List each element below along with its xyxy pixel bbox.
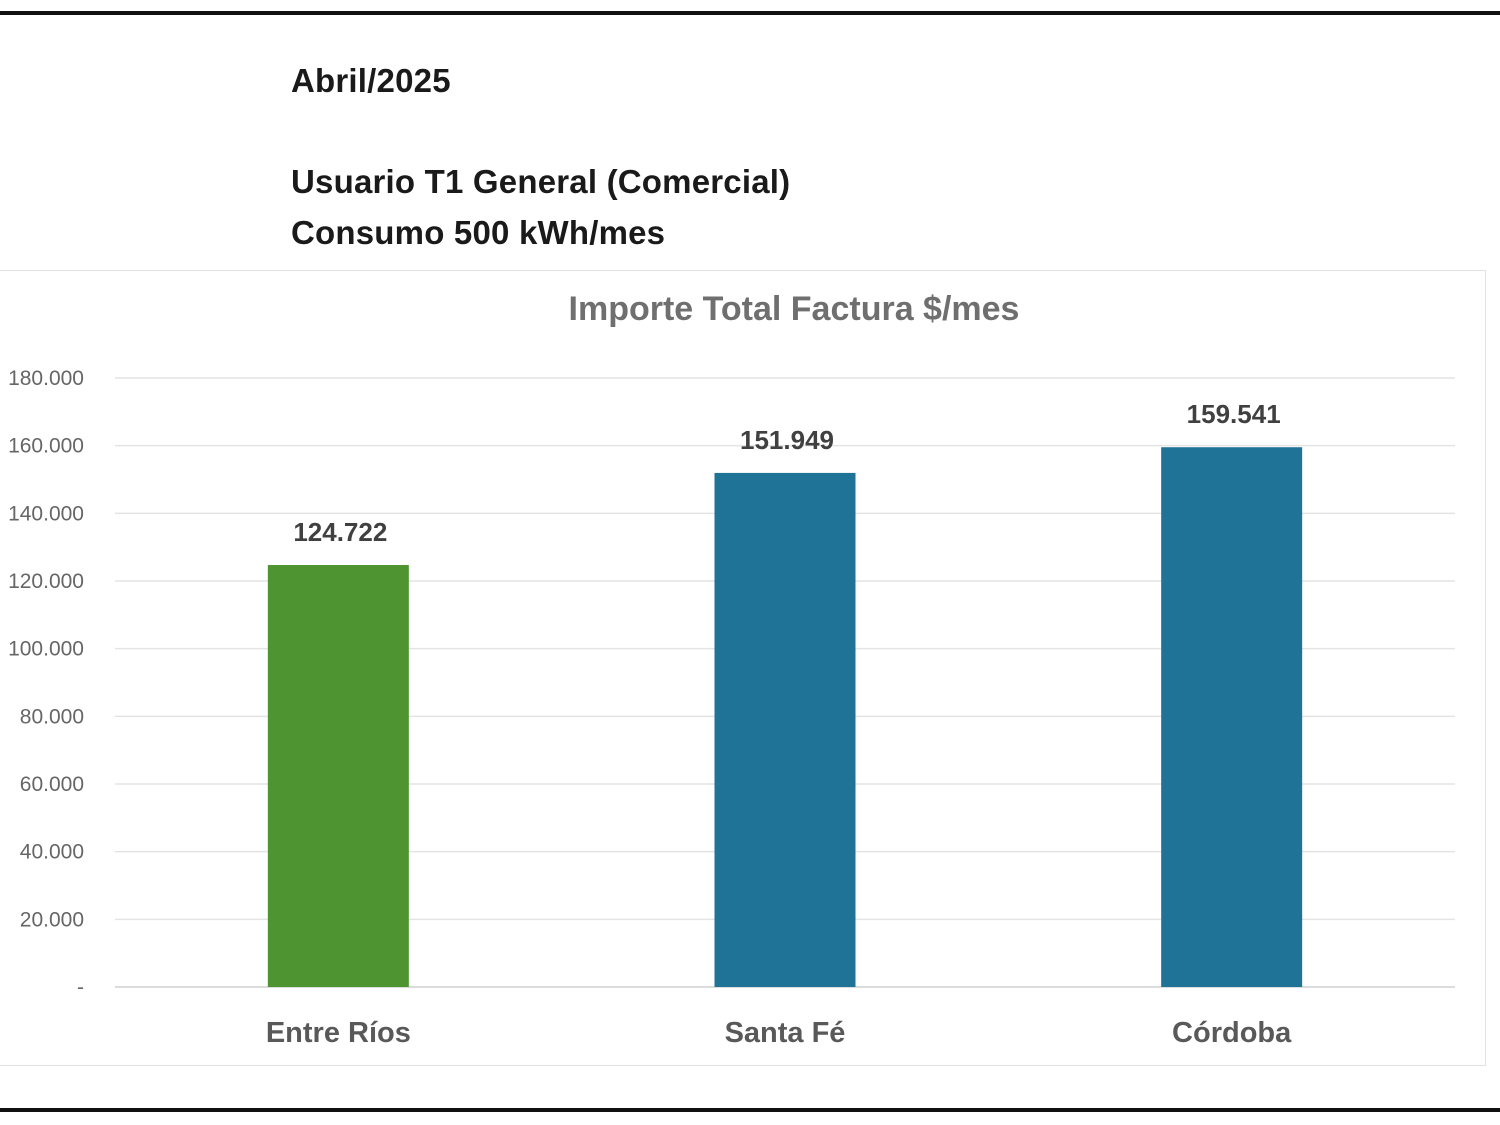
user-type-heading: Usuario T1 General (Comercial) xyxy=(291,163,791,200)
y-tick-label: - xyxy=(77,976,84,999)
y-tick-label: 140.000 xyxy=(8,502,84,525)
y-tick-label: 20.000 xyxy=(20,908,84,931)
y-tick-label: 120.000 xyxy=(8,570,84,593)
data-label: 151.949 xyxy=(740,425,834,455)
chart-title: Importe Total Factura $/mes xyxy=(569,290,1020,328)
category-label: Córdoba xyxy=(1172,1017,1292,1049)
y-axis-ticks: - 20.000 40.000 60.000 80.000 100.000 120.000 1… xyxy=(8,367,84,999)
data-label: 124.722 xyxy=(293,517,387,547)
category-label: Entre Ríos xyxy=(266,1017,411,1049)
bar-chart: Importe Total Factura $/mes - 20.000 40.00… xyxy=(8,290,1455,1049)
y-tick-label: 60.000 xyxy=(20,773,84,796)
bars xyxy=(267,447,1303,987)
y-tick-label: 100.000 xyxy=(8,638,84,661)
period-heading: Abril/2025 xyxy=(291,62,451,99)
data-labels: 124.722 151.949 159.541 xyxy=(293,399,1280,547)
bar-2 xyxy=(1161,447,1303,987)
y-tick-label: 160.000 xyxy=(8,435,84,458)
x-axis-categories: Entre Ríos Santa Fé Córdoba xyxy=(266,1017,1292,1049)
bar-1 xyxy=(714,472,856,987)
y-tick-label: 180.000 xyxy=(8,367,84,390)
y-tick-label: 40.000 xyxy=(20,841,84,864)
y-tick-label: 80.000 xyxy=(20,705,84,728)
bar-0 xyxy=(267,565,409,987)
consumption-heading: Consumo 500 kWh/mes xyxy=(291,214,666,251)
top-border-rule xyxy=(0,11,1500,15)
data-label: 159.541 xyxy=(1187,399,1281,429)
category-label: Santa Fé xyxy=(725,1017,846,1049)
chart-area: Importe Total Factura $/mes - 20.000 40.00… xyxy=(0,270,1486,1066)
bottom-border-rule xyxy=(0,1108,1500,1112)
